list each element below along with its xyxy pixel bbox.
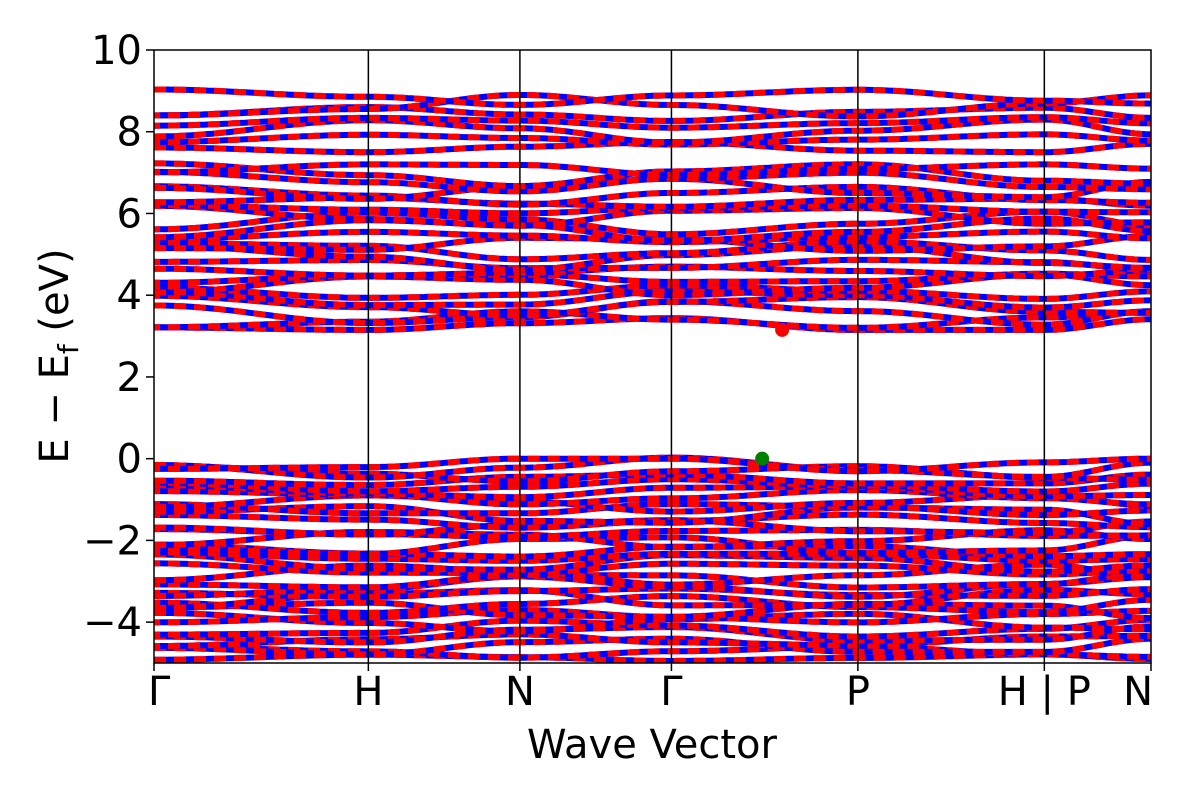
band-line-spin-down — [154, 599, 1151, 622]
x-tick-label: H — [353, 669, 383, 715]
band-line-spin-down — [154, 560, 1151, 578]
y-axis-ticks: −4 −2 0 2 4 6 8 10 — [83, 28, 154, 646]
band-line-spin-down — [154, 631, 1151, 650]
band-line-spin-down — [154, 501, 1151, 519]
y-tick-label: 0 — [117, 437, 142, 483]
x-axis-ticks: Γ H N Γ P H | P N — [148, 663, 1153, 715]
band-line-spin-down — [154, 256, 1151, 273]
band-line-spin-down — [154, 116, 1151, 146]
band-line-spin-down — [154, 183, 1151, 208]
y-axis-label-sub: f — [52, 343, 85, 354]
band-line-spin-down — [154, 609, 1151, 635]
band-line-spin-down — [154, 623, 1151, 646]
band-line-spin-down — [154, 86, 1151, 108]
band-line-spin-down — [154, 643, 1151, 661]
band-line-spin-down — [154, 569, 1151, 591]
band-line-spin-down — [154, 202, 1151, 229]
x-tick-label: P — [846, 669, 870, 715]
x-tick-label: Γ — [660, 669, 683, 715]
band-line-spin-down — [154, 455, 1151, 475]
extremum-markers — [755, 322, 790, 466]
band-line-spin-down — [154, 454, 1151, 481]
band-line-spin-down — [154, 635, 1151, 658]
band-line-spin-down — [154, 462, 1151, 485]
band-line-spin-down — [154, 263, 1151, 280]
band-line-spin-down — [154, 503, 1151, 528]
x-tick-label: N — [1123, 669, 1153, 715]
x-tick-label: H | P — [998, 669, 1091, 715]
y-tick-label: 2 — [117, 355, 142, 401]
band-line-spin-down — [154, 549, 1151, 564]
band-line-spin-down — [154, 215, 1151, 244]
band-line-spin-down — [154, 282, 1151, 302]
band-line-spin-down — [154, 315, 1151, 333]
band-line-spin-down — [154, 551, 1151, 575]
y-tick-label: 6 — [117, 191, 142, 237]
high-symmetry-lines — [367, 50, 1046, 663]
y-tick-label: −4 — [83, 600, 142, 646]
y-tick-label: 8 — [117, 110, 142, 156]
cbm-marker — [775, 322, 790, 337]
band-line-spin-down — [154, 487, 1151, 508]
band-line-spin-down — [154, 270, 1151, 286]
plot-frame — [153, 49, 1152, 664]
band-line-spin-down — [154, 168, 1151, 195]
y-tick-label: 4 — [117, 273, 142, 319]
y-axis-label-main: E − E — [32, 354, 78, 464]
y-tick-label: 10 — [91, 28, 142, 74]
band-line-spin-down — [154, 139, 1151, 156]
band-line-spin-down — [154, 616, 1151, 640]
y-tick-label: −2 — [83, 518, 142, 564]
band-line-spin-down — [154, 233, 1151, 254]
y-axis-label-unit: (eV) — [32, 248, 78, 344]
band-lines — [154, 86, 1151, 663]
band-line-spin-down — [154, 288, 1151, 311]
x-tick-label: Γ — [148, 669, 171, 715]
band-line-spin-down — [154, 161, 1151, 178]
band-line-spin-down — [154, 308, 1151, 331]
band-line-spin-down — [154, 471, 1151, 489]
y-axis-label: E − Ef (eV) — [32, 248, 85, 463]
band-line-spin-down — [154, 114, 1151, 131]
band-line-spin-down — [154, 92, 1151, 120]
x-tick-label: N — [505, 669, 535, 715]
vbm-marker — [755, 451, 770, 466]
x-axis-label: Wave Vector — [527, 722, 778, 768]
band-line-spin-down — [154, 208, 1151, 238]
band-line-spin-down — [154, 292, 1151, 319]
band-line-spin-down — [154, 526, 1151, 540]
band-line-spin-down — [154, 532, 1151, 557]
band-line-spin-down — [154, 238, 1151, 263]
band-line-spin-down — [154, 593, 1151, 616]
band-line-spin-down — [154, 175, 1151, 202]
band-line-spin-down — [154, 517, 1151, 538]
band-line-spin-down — [154, 476, 1151, 495]
